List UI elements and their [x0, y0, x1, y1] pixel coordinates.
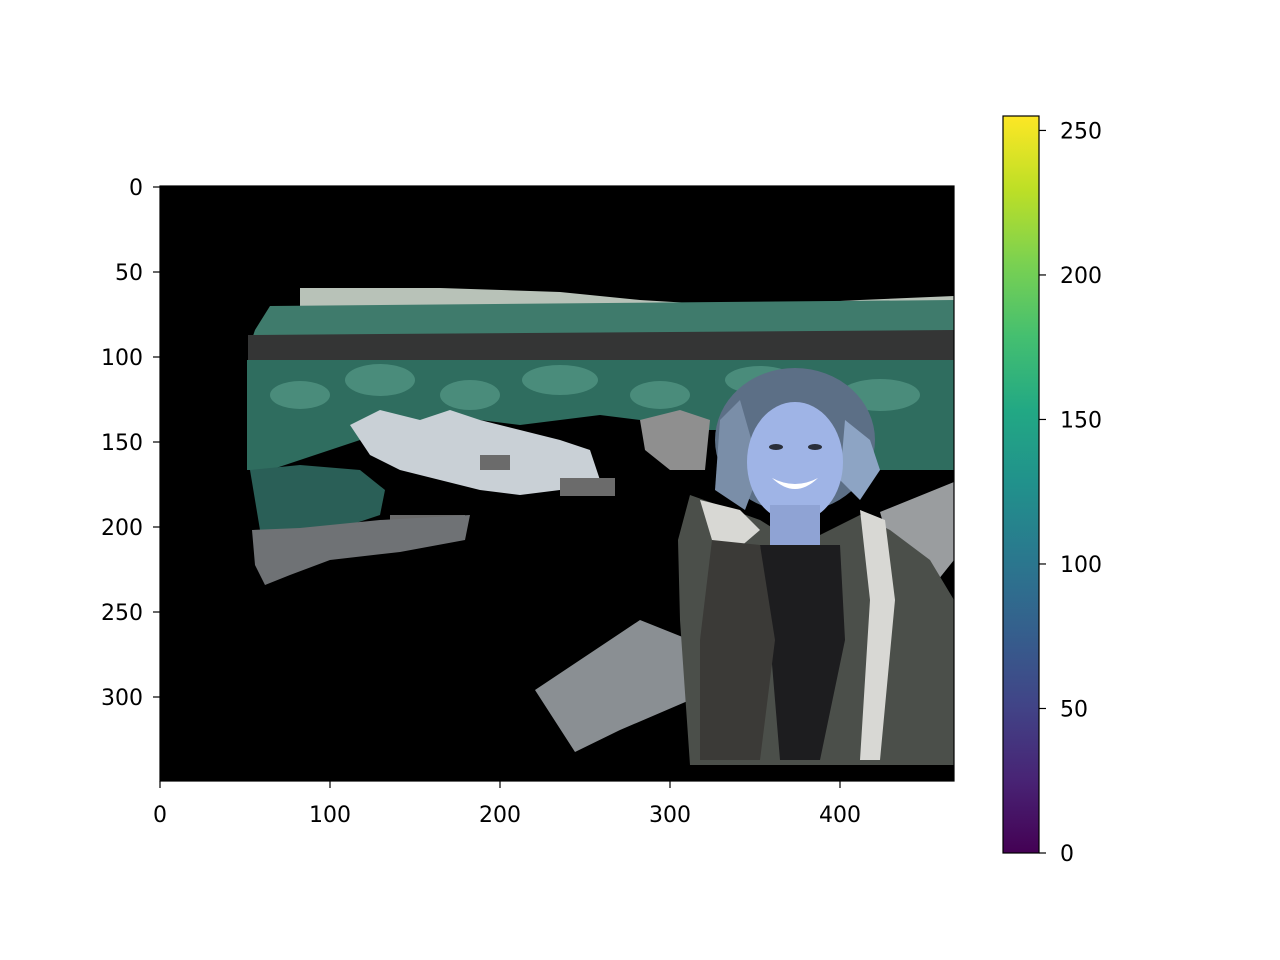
y-tick-label: 50 — [115, 261, 143, 286]
sky-strip — [300, 288, 954, 306]
wood-rail-left — [535, 620, 690, 752]
waterfall-left — [350, 410, 600, 495]
y-tick-label: 300 — [101, 686, 143, 711]
image-panel — [160, 186, 954, 781]
colorbar-tick-label: 50 — [1060, 697, 1088, 722]
colorbar-tick-label: 0 — [1060, 842, 1074, 867]
axes-frame — [159, 185, 955, 782]
face — [747, 402, 843, 522]
y-tick-label: 100 — [101, 346, 143, 371]
hair-strands — [715, 400, 760, 510]
mound-left — [250, 465, 385, 530]
colorbar-tick-label: 100 — [1060, 553, 1102, 578]
jacket-lining — [700, 500, 760, 560]
x-tick-label: 0 — [153, 803, 167, 828]
x-tick-label: 100 — [309, 803, 351, 828]
y-tick-label: 150 — [101, 431, 143, 456]
y-axis-ticks: 0 50 100 150 200 250 300 — [101, 176, 160, 711]
eye-right — [808, 444, 822, 450]
colorbar-tick-label: 250 — [1060, 119, 1102, 144]
y-tick-label: 200 — [101, 516, 143, 541]
x-tick-label: 200 — [479, 803, 521, 828]
x-axis-ticks: 0 100 200 300 400 — [153, 781, 861, 828]
colorbar — [1002, 115, 1040, 854]
y-tick-label: 250 — [101, 601, 143, 626]
colorbar-ticks: 0 50 100 150 200 250 — [1039, 119, 1102, 867]
y-tick-label: 0 — [129, 176, 143, 201]
eye-left — [769, 444, 783, 450]
colorbar-tick-label: 150 — [1060, 408, 1102, 433]
x-tick-label: 400 — [819, 803, 861, 828]
inner-jacket — [700, 540, 775, 760]
x-tick-label: 300 — [649, 803, 691, 828]
jacket-lining-right — [860, 510, 895, 760]
smile — [772, 478, 818, 489]
neck — [770, 505, 820, 545]
hair-strands-right — [840, 420, 880, 500]
rock-base — [252, 515, 470, 585]
shirt — [760, 545, 845, 760]
waterfall-right — [640, 410, 710, 470]
colorbar-tick-label: 200 — [1060, 264, 1102, 289]
